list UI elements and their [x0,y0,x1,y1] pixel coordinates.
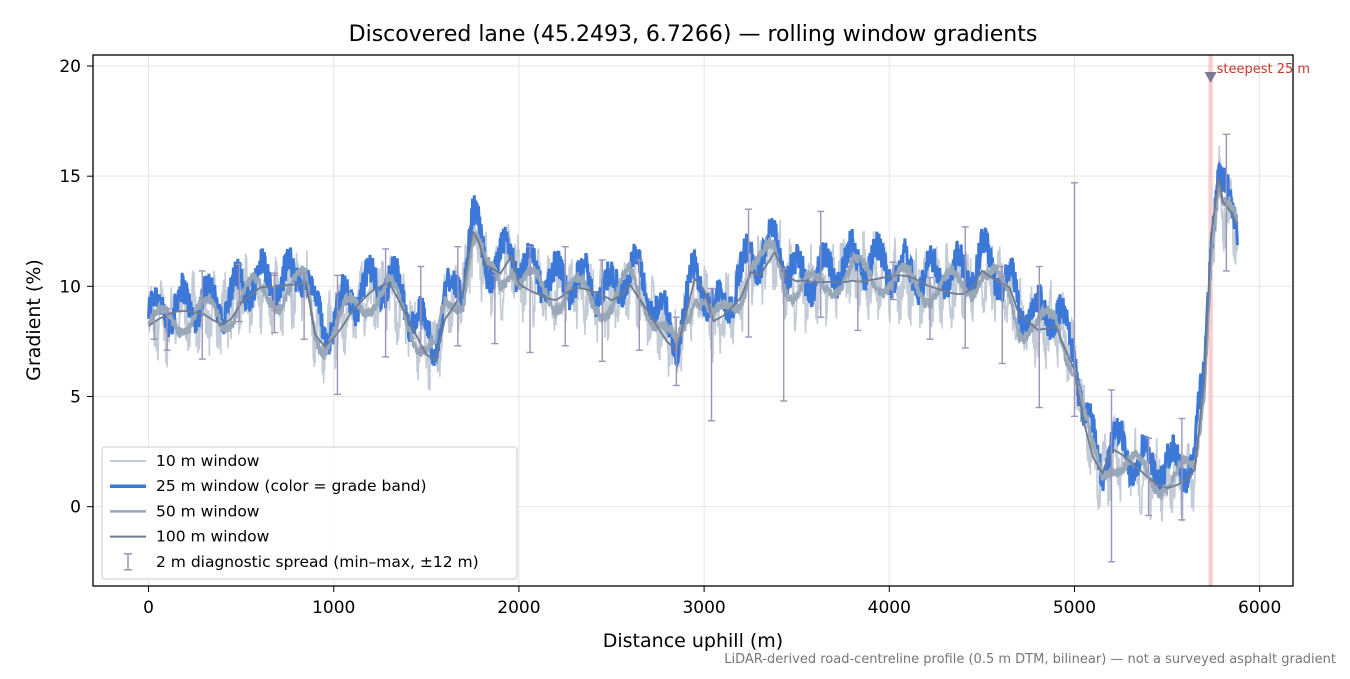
legend-entry: 25 m window (color = grade band) [110,477,427,495]
diagnostic-errorbar [1222,133,1230,272]
diagnostic-errorbar [1035,265,1043,409]
diagnostic-errorbar [417,265,425,354]
diagnostic-errorbar [333,274,341,396]
diagnostic-errorbar [526,245,534,354]
x-tick-label: 4000 [868,598,911,618]
diagnostic-errorbar [708,287,716,422]
diagnostic-errorbar [561,245,569,347]
y-tick-label: 20 [59,57,81,77]
legend-label: 2 m diagnostic spread (min–max, ±12 m) [156,553,479,571]
diagnostic-errorbar [1070,182,1078,418]
x-tick-label: 6000 [1238,598,1281,618]
legend-label: 25 m window (color = grade band) [156,477,427,495]
diagnostic-errorbar [491,274,499,345]
y-tick-label: 0 [70,498,81,518]
y-axis-label: Gradient (%) [23,259,45,381]
diagnostic-errorbar [961,226,969,349]
diagnostic-errorbar [235,263,243,323]
diagnostic-errorbar [270,274,278,334]
legend-entry: 100 m window [110,528,270,546]
x-tick-label: 0 [143,598,154,618]
legend: 10 m window 25 m window (color = grade ba… [101,446,518,580]
diagnostic-errorbar [382,248,390,358]
y-tick-label: 10 [59,277,81,297]
diagnostic-errorbar [163,307,171,351]
x-tick-label: 3000 [682,598,725,618]
steepest-band [1208,55,1213,586]
diagnostic-errorbar [817,210,825,318]
diagnostic-errorbar [998,265,1006,365]
steepest-label: steepest 25 m [1217,62,1310,77]
diagnostic-errorbar [745,208,753,338]
y-tick-label: 5 [70,388,81,408]
x-tick-label: 1000 [312,598,355,618]
legend-entry: 50 m window [110,502,260,520]
legend-label: 100 m window [156,528,270,546]
diagnostic-errorbar [889,261,897,301]
diagnostic-errorbar [300,272,308,340]
series-25m-line [147,161,1239,496]
series-50m-line [147,180,1239,500]
x-tick-label: 2000 [497,598,540,618]
diagnostic-errorbar [1178,417,1186,521]
legend-label: 50 m window [156,502,260,520]
diagnostic-errorbar [1145,437,1153,517]
y-tick-label: 15 [59,167,81,187]
diagnostic-errorbar [598,259,606,362]
legend-label: 10 m window [156,452,260,470]
x-axis-label: Distance uphill (m) [603,630,783,652]
diagnostic-errorbar [672,316,680,387]
diagnostic-errorbar [635,259,643,351]
legend-box [101,446,518,580]
diagnostic-errorbar [854,270,862,332]
x-tick-label: 5000 [1053,598,1096,618]
diagnostic-errorbar [780,268,788,402]
series-100m-line [148,177,1239,489]
legend-entry: 2 m diagnostic spread (min–max, ±12 m) [124,553,479,571]
diagnostic-errorbar [198,270,206,360]
diagnostic-errorbar [454,245,462,347]
diagnostic-errorbar [926,276,934,340]
plot-area: steepest 25 m [147,55,1310,586]
chart-title: Discovered lane (45.2493, 6.7266) — roll… [349,22,1038,47]
steepest-marker [1204,72,1217,84]
axis-ticks: 0 1000 2000 3000 4000 5000 6000 0 5 10 15 20 [59,57,1281,618]
plot-frame [92,54,1294,587]
diagnostic-errorbar [1108,389,1116,563]
footnote: LiDAR-derived road-centreline profile (0… [724,652,1336,667]
legend-entry: 10 m window [110,452,260,470]
diagnostic-errorbar [150,314,158,340]
